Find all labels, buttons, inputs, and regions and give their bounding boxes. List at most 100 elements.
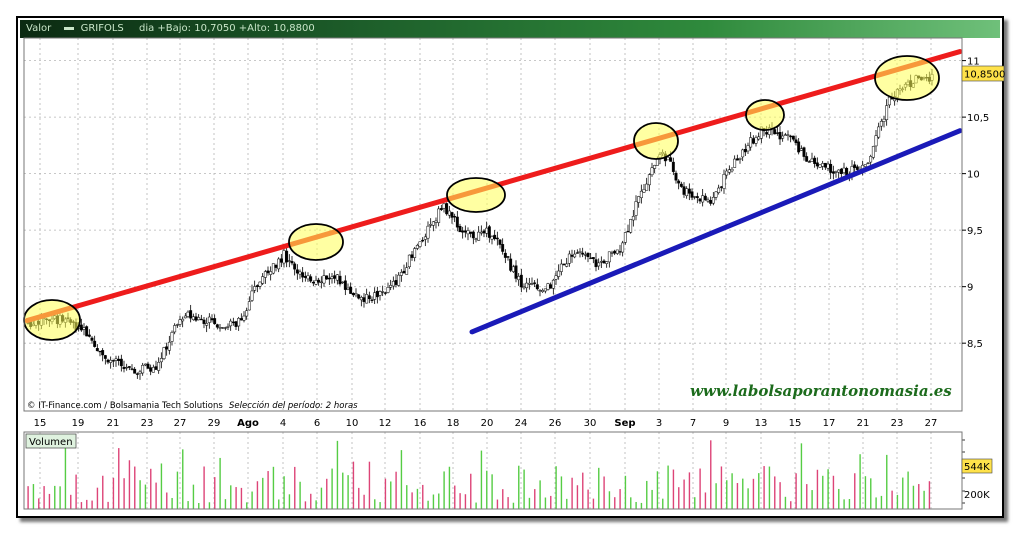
candle-body [578, 251, 582, 253]
volume-bar [80, 502, 83, 509]
volume-bar [486, 470, 488, 509]
candle-body [559, 263, 563, 272]
candle-body [167, 341, 171, 351]
candle-body [866, 162, 870, 165]
candle-body [391, 281, 395, 287]
volume-bar [198, 502, 200, 509]
candle-body [837, 169, 841, 173]
volume-bar [374, 499, 376, 509]
volume-bar [272, 466, 275, 509]
candle-body [565, 263, 569, 267]
candle-body [370, 299, 374, 301]
candle-body [346, 287, 350, 290]
volume-bar [720, 466, 723, 509]
volume-bar [331, 468, 333, 509]
candle-body [82, 327, 86, 330]
candle-body [530, 283, 534, 285]
volume-bar [624, 475, 627, 509]
volume-bar [336, 440, 339, 509]
volume-bar [432, 494, 435, 509]
candle-body [397, 274, 401, 286]
candle-body [477, 231, 481, 241]
volume-bar [790, 501, 792, 509]
volume-bar [294, 466, 296, 509]
candle-body [589, 257, 593, 259]
candle-body [831, 171, 835, 174]
price-y-tick-label: 11 [967, 57, 980, 68]
volume-bar [219, 457, 221, 509]
volume-bar [651, 489, 653, 509]
candle-body [629, 219, 633, 233]
candle-body [549, 284, 553, 289]
price-y-tick-label: 10,5 [967, 113, 989, 124]
volume-bar [864, 476, 867, 509]
x-tick-label: 21 [107, 418, 120, 429]
volume-bar [560, 476, 563, 509]
candle-body [362, 297, 366, 302]
valor-label: Valor [26, 23, 52, 34]
volume-bar [576, 485, 579, 509]
chart-header-bar: Valor GRIFOLS dia +Bajo: 10,7050 +Alto: … [20, 20, 1000, 38]
candle-body [178, 319, 182, 325]
volume-bar [678, 487, 680, 509]
candle-body [119, 358, 123, 367]
candle-body [821, 163, 825, 167]
volume-bar [155, 482, 157, 509]
candle-body [874, 135, 878, 147]
x-tick-label: 17 [823, 418, 836, 429]
candle-body [871, 146, 875, 158]
candle-body [125, 366, 129, 369]
candle-body [597, 262, 601, 267]
price-y-tick-label: 9 [967, 283, 973, 294]
volume-bar [587, 489, 589, 509]
candle-body [266, 270, 270, 274]
candle-body [527, 282, 531, 285]
candle-body [221, 327, 225, 329]
volume-bar [267, 471, 269, 509]
candle-body [517, 276, 521, 281]
candle-body [189, 310, 193, 319]
x-tick-label: 20 [481, 418, 494, 429]
volume-bar [454, 485, 456, 509]
candle-body [463, 230, 467, 233]
candle-body [781, 135, 785, 139]
candle-body [359, 296, 363, 301]
touch-highlight-ellipse [874, 55, 940, 101]
candle-body [498, 239, 502, 245]
touch-highlight-ellipse [23, 299, 81, 341]
candle-body [727, 169, 731, 173]
series-swatch-icon [64, 26, 75, 30]
candle-body [794, 139, 798, 144]
touch-highlight-ellipse [633, 122, 679, 160]
candle-body [805, 156, 809, 162]
volume-bar [224, 499, 227, 509]
candle-body [687, 188, 691, 194]
volume-bar [672, 469, 675, 509]
x-tick-label: 9 [723, 418, 729, 429]
volume-bar [539, 480, 541, 509]
candle-body [378, 291, 382, 296]
volume-bar [555, 466, 557, 509]
volume-bar [64, 445, 67, 509]
candle-body [399, 272, 403, 276]
x-tick-label: 15 [34, 418, 47, 429]
volume-bar [59, 486, 61, 509]
x-tick-label: 23 [141, 418, 154, 429]
volume-bar [416, 488, 419, 509]
volume-bar [299, 481, 301, 509]
volume-bar [43, 486, 45, 509]
volume-bar [592, 498, 595, 509]
volume-bar [368, 461, 371, 509]
candle-body [375, 290, 379, 298]
x-tick-label: 27 [174, 418, 187, 429]
volume-bar [667, 465, 669, 509]
volume-bar [694, 497, 696, 509]
candle-body [557, 270, 561, 277]
candle-body [421, 239, 425, 242]
candle-body [207, 316, 211, 323]
price-panel-border [23, 37, 963, 412]
candle-body [591, 257, 595, 260]
candle-body [229, 320, 233, 327]
candle-body [381, 291, 385, 293]
candle-body [122, 367, 126, 369]
